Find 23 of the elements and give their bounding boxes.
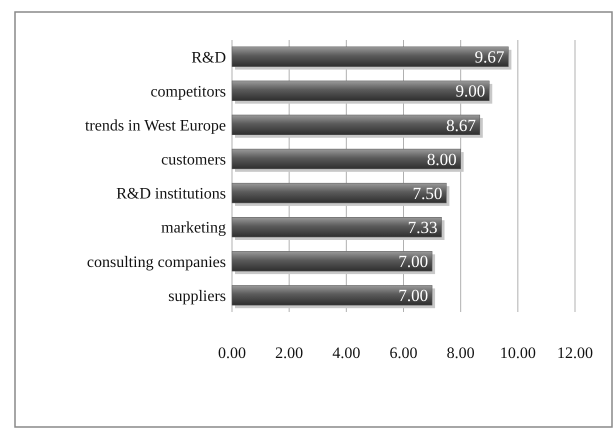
y-tick-label: trends in West Europe (84, 117, 226, 134)
x-tick-label: 4.00 (332, 345, 360, 362)
data-label: 8.00 (426, 150, 457, 169)
y-tick-label: customers (161, 152, 226, 169)
x-tick-label: 10.00 (500, 345, 536, 362)
data-label: 9.67 (474, 48, 505, 67)
y-tick-label: competitors (150, 83, 226, 100)
x-tick-label: 2.00 (275, 345, 304, 362)
x-tick-label: 12.00 (557, 345, 593, 362)
data-label: 7.50 (412, 184, 442, 203)
data-label: 9.00 (456, 82, 486, 101)
x-tick-label: 6.00 (390, 345, 418, 362)
x-tick-label: 8.00 (446, 345, 475, 362)
y-tick-label: R&D institutions (116, 186, 226, 203)
data-label: 8.67 (446, 116, 476, 135)
data-label: 7.00 (398, 252, 428, 272)
y-tick-label: consulting companies (86, 254, 226, 271)
data-label: 7.00 (398, 286, 428, 306)
y-tick-label: R&D (191, 49, 226, 66)
y-tick-label: marketing (161, 220, 226, 237)
x-tick-label: 0.00 (218, 345, 246, 362)
data-label: 7.33 (408, 218, 438, 238)
y-tick-label: suppliers (168, 288, 226, 305)
